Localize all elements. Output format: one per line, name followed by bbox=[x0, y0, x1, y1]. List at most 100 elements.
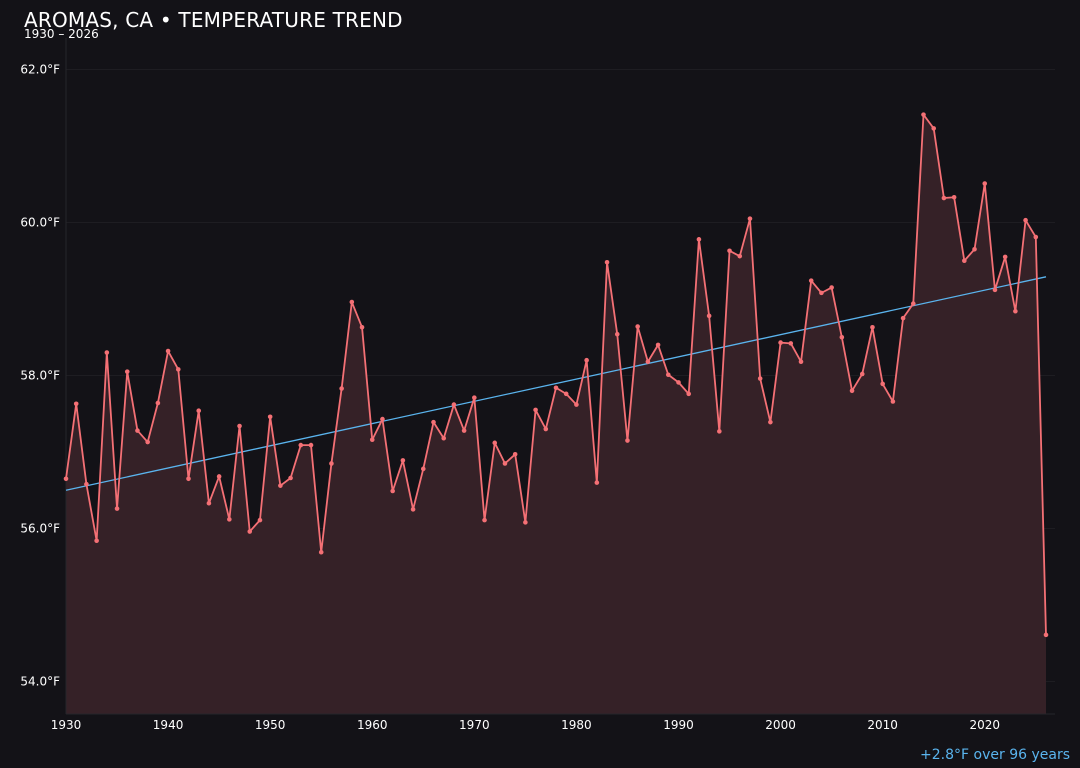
data-point bbox=[951, 194, 957, 200]
data-point bbox=[890, 399, 896, 404]
data-point bbox=[645, 359, 651, 365]
data-point bbox=[676, 380, 681, 385]
data-point bbox=[655, 342, 661, 348]
data-point bbox=[768, 419, 773, 425]
data-point bbox=[349, 299, 355, 305]
data-point bbox=[298, 442, 304, 448]
data-point bbox=[420, 466, 426, 472]
data-point bbox=[329, 461, 334, 466]
data-point bbox=[472, 395, 477, 400]
data-point bbox=[461, 428, 467, 433]
data-point bbox=[84, 481, 89, 487]
data-point bbox=[1023, 217, 1028, 223]
data-point bbox=[1033, 234, 1039, 240]
data-point bbox=[839, 334, 845, 340]
data-point bbox=[114, 506, 120, 511]
data-point bbox=[900, 315, 906, 321]
data-point bbox=[931, 126, 937, 131]
chart-title: AROMAS, CA • TEMPERATURE TREND bbox=[24, 8, 403, 32]
x-tick-label: 1970 bbox=[459, 718, 490, 732]
data-point bbox=[227, 517, 232, 522]
y-tick-label: 58.0°F bbox=[20, 369, 60, 383]
data-point bbox=[431, 419, 436, 425]
data-point bbox=[604, 259, 610, 265]
y-tick-label: 62.0°F bbox=[20, 63, 60, 77]
data-point bbox=[829, 285, 834, 290]
y-tick-labels: 54.0°F 56.0°F 58.0°F 60.0°F 62.0°F bbox=[20, 63, 60, 689]
x-tick-label: 1930 bbox=[51, 718, 82, 732]
data-point bbox=[798, 359, 804, 365]
data-point bbox=[196, 408, 202, 413]
data-point bbox=[247, 529, 253, 534]
data-point bbox=[870, 325, 875, 330]
data-point bbox=[206, 500, 212, 506]
data-point bbox=[94, 538, 99, 544]
data-point bbox=[747, 216, 753, 221]
data-point bbox=[778, 340, 783, 345]
data-point bbox=[625, 438, 630, 443]
data-point bbox=[992, 287, 998, 293]
chart-subtitle: 1930 – 2026 bbox=[24, 27, 99, 41]
data-point bbox=[512, 452, 518, 457]
data-point bbox=[1002, 254, 1008, 260]
data-point bbox=[186, 476, 191, 482]
data-point bbox=[288, 475, 293, 481]
data-point bbox=[696, 237, 702, 242]
data-point bbox=[594, 480, 600, 485]
data-point bbox=[359, 325, 365, 330]
data-point bbox=[788, 341, 794, 346]
data-point bbox=[543, 426, 549, 432]
axes bbox=[65, 38, 1055, 715]
data-point bbox=[635, 324, 640, 329]
data-point bbox=[400, 458, 406, 463]
data-point bbox=[819, 290, 824, 296]
data-point bbox=[451, 402, 457, 407]
data-point bbox=[665, 372, 671, 378]
data-point bbox=[982, 181, 988, 186]
data-point bbox=[308, 442, 314, 448]
data-point bbox=[910, 301, 916, 306]
data-point bbox=[849, 388, 855, 394]
data-point bbox=[921, 112, 926, 117]
y-tick-label: 60.0°F bbox=[20, 216, 60, 230]
data-point bbox=[369, 437, 375, 443]
data-point bbox=[563, 391, 569, 397]
data-point bbox=[808, 278, 814, 283]
x-tick-label: 2000 bbox=[765, 718, 796, 732]
area-fill bbox=[66, 114, 1046, 714]
data-point bbox=[502, 461, 508, 466]
data-point bbox=[972, 246, 977, 252]
data-point bbox=[859, 371, 865, 377]
data-point bbox=[962, 258, 967, 264]
x-tick-label: 1960 bbox=[357, 718, 388, 732]
data-point bbox=[482, 517, 487, 523]
y-tick-label: 54.0°F bbox=[20, 675, 60, 689]
data-point bbox=[104, 350, 110, 355]
data-point bbox=[63, 476, 69, 482]
trend-line-group bbox=[65, 276, 1047, 491]
data-point bbox=[237, 423, 242, 429]
data-point bbox=[553, 385, 559, 391]
data-point bbox=[880, 381, 885, 387]
data-point bbox=[155, 400, 161, 406]
data-point bbox=[757, 376, 763, 381]
data-point bbox=[584, 357, 589, 363]
data-point bbox=[1043, 632, 1049, 638]
x-tick-label: 1940 bbox=[153, 718, 184, 732]
data-point bbox=[257, 517, 263, 523]
data-point bbox=[441, 435, 447, 441]
x-tick-label: 2020 bbox=[969, 718, 1000, 732]
data-point bbox=[727, 248, 732, 254]
data-point bbox=[706, 313, 712, 319]
data-point bbox=[492, 440, 498, 446]
data-point bbox=[73, 401, 79, 407]
data-point bbox=[339, 386, 344, 391]
data-point bbox=[941, 195, 947, 201]
x-tick-label: 1950 bbox=[255, 718, 286, 732]
data-point bbox=[175, 367, 181, 372]
data-point bbox=[737, 253, 743, 259]
x-tick-label: 1990 bbox=[663, 718, 694, 732]
trend-line bbox=[65, 276, 1047, 491]
x-tick-label: 2010 bbox=[867, 718, 898, 732]
data-point bbox=[380, 416, 385, 422]
